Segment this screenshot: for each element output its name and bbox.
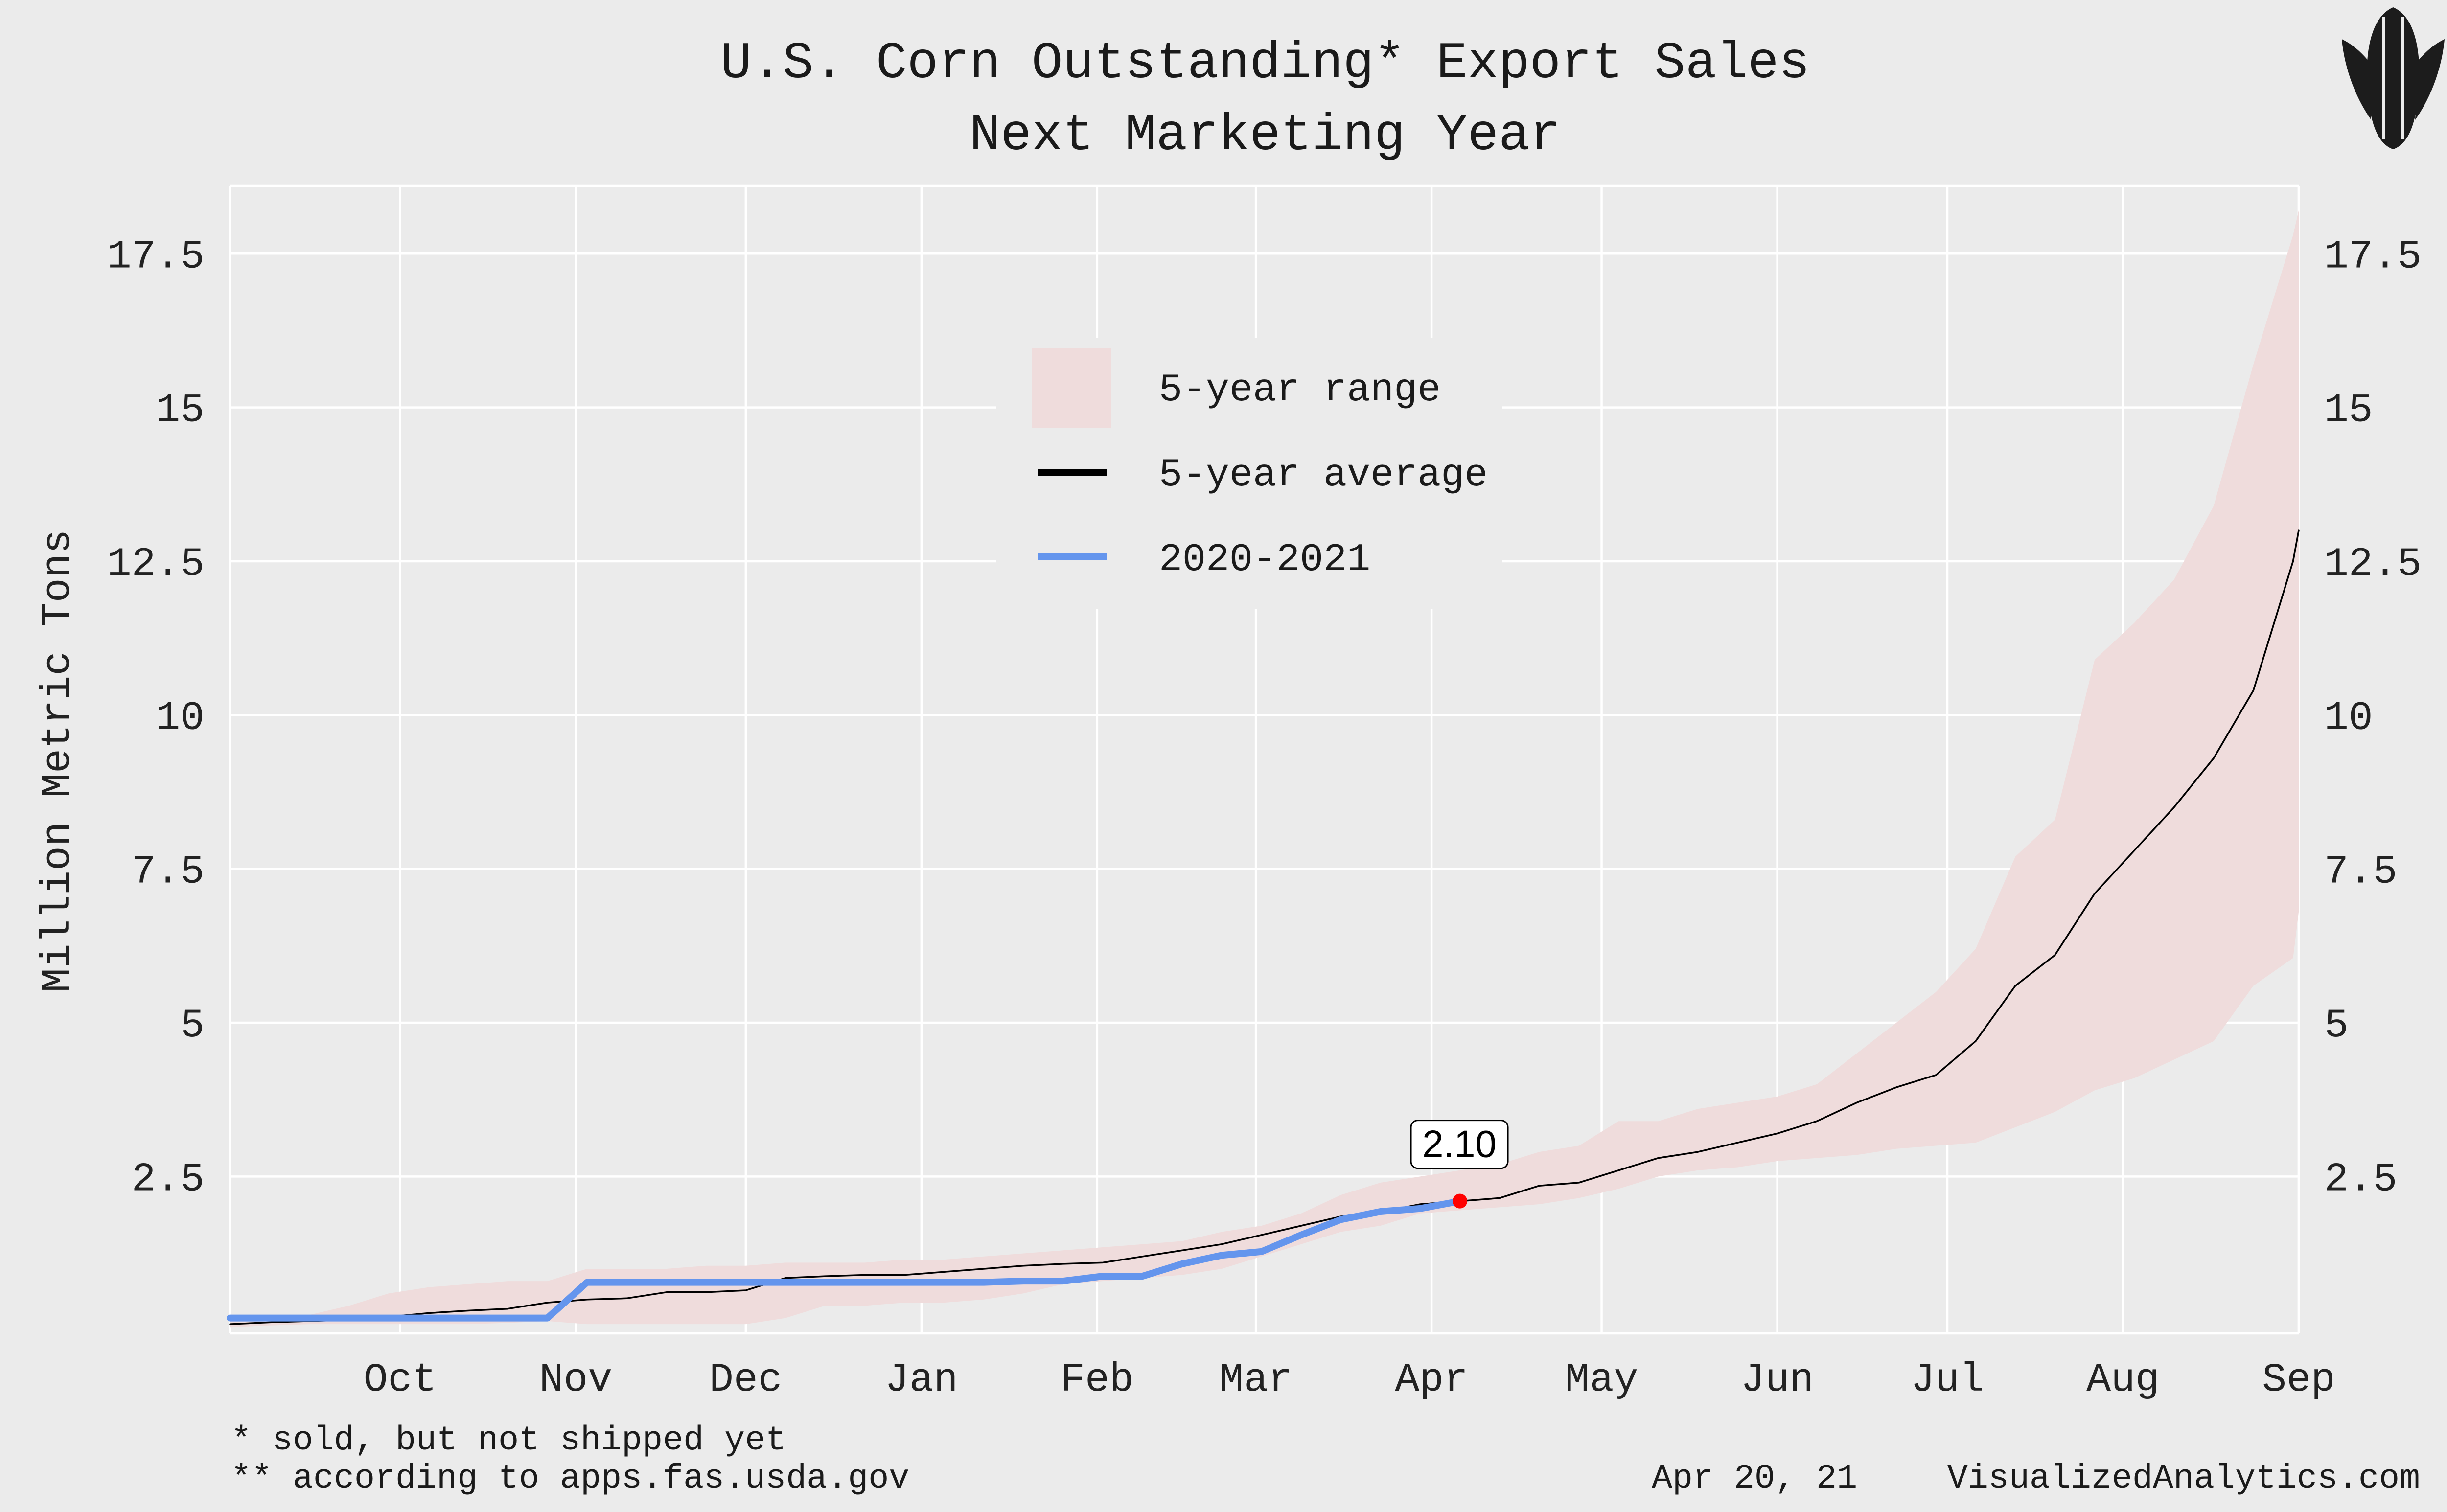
y-tick-label-left: 5: [180, 1003, 205, 1049]
chart-title: U.S. Corn Outstanding* Export Sales: [720, 34, 1810, 93]
y-tick-label-right: 17.5: [2324, 233, 2422, 279]
x-tick-label: Sep: [2262, 1357, 2335, 1403]
legend-key-range: [1032, 348, 1111, 428]
y-tick-label-left: 12.5: [107, 541, 205, 587]
latest-value-label: 2.10: [1422, 1123, 1497, 1166]
legend: 5-year range 5-year average 2020-2021: [996, 338, 1502, 609]
x-tick-labels: Oct Nov Dec Jan Feb Mar Apr May Jun Jul Aug Sep: [364, 1357, 2335, 1403]
legend-label-current: 2020-2021: [1159, 538, 1370, 582]
series-line-2020-2021: [227, 1197, 1463, 1322]
footnote-sold: * sold, but not shipped yet: [231, 1421, 786, 1460]
footer-site: VisualizedAnalytics.com: [1947, 1460, 2420, 1498]
annotation-layer: 2.10: [1410, 1120, 1509, 1209]
series-layer: [227, 210, 2300, 1328]
y-tick-label-right: 12.5: [2324, 541, 2422, 587]
x-tick-label: Jun: [1741, 1357, 1814, 1403]
y-tick-label-right: 10: [2324, 695, 2373, 741]
footnote-source: ** according to apps.fas.usda.gov: [231, 1460, 909, 1498]
x-tick-label: May: [1565, 1357, 1638, 1403]
latest-value-label-box: [1410, 1120, 1509, 1169]
y-axis-label: Million Metric Tons: [35, 529, 81, 992]
y-tick-label-left: 15: [156, 388, 205, 434]
y-tick-label-left: 7.5: [132, 849, 205, 895]
x-tick-label: Nov: [539, 1357, 612, 1403]
y-tick-label-left: 2.5: [132, 1156, 205, 1202]
series-line-5-year-average: [229, 529, 2300, 1325]
chart-subtitle: Next Marketing Year: [970, 106, 1561, 165]
x-tick-label: Jul: [1911, 1357, 1984, 1403]
y-tick-label-right: 15: [2324, 388, 2373, 434]
legend-label-range: 5-year range: [1159, 368, 1441, 412]
x-tick-label: Oct: [364, 1357, 437, 1403]
x-tick-label: Jan: [885, 1357, 958, 1403]
footer-date: Apr 20, 21: [1652, 1460, 1857, 1498]
corn-cob-icon: [2342, 7, 2445, 149]
x-tick-label: Dec: [709, 1357, 782, 1403]
x-tick-label: Feb: [1061, 1357, 1133, 1403]
legend-label-average: 5-year average: [1159, 453, 1488, 498]
y-tick-label-left: 10: [156, 695, 205, 741]
x-tick-label: Aug: [2086, 1357, 2159, 1403]
y-tick-label-right: 7.5: [2324, 849, 2397, 895]
y-tick-label-right: 2.5: [2324, 1156, 2397, 1202]
latest-value-marker: [1453, 1193, 1468, 1209]
y-tick-label-right: 5: [2324, 1003, 2349, 1049]
y-tick-labels-right: 2.5 5 7.5 10 12.5 15 17.5: [2324, 233, 2422, 1202]
x-tick-label: Mar: [1219, 1357, 1292, 1403]
x-tick-label: Apr: [1395, 1357, 1468, 1403]
y-tick-labels-left: 2.5 5 7.5 10 12.5 15 17.5: [107, 233, 205, 1202]
y-tick-label-left: 17.5: [107, 233, 205, 279]
